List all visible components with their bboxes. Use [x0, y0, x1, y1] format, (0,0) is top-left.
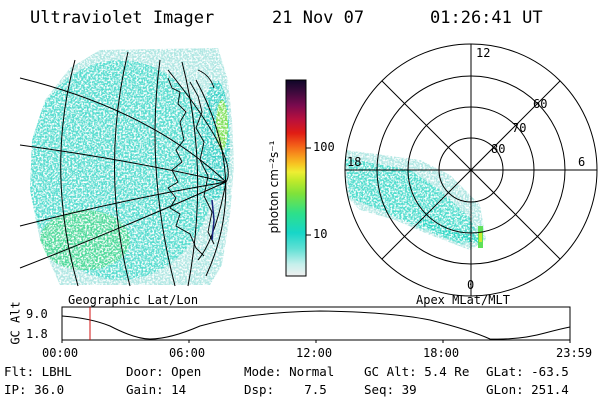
mlt-label-6: 6	[578, 155, 586, 169]
time-label: 01:26:41 UT	[430, 8, 543, 28]
mlt-label-12: 12	[476, 46, 491, 60]
altitude-curve	[61, 310, 571, 340]
longitude-line	[154, 59, 176, 287]
polar-aurora-image	[345, 150, 486, 250]
altitude-xtick-0600: 06:00	[169, 346, 206, 360]
latitude-line	[19, 144, 227, 183]
altitude-plot-frame	[61, 306, 571, 341]
latitude-line	[19, 181, 227, 269]
altitude-ytick-9: 9.0	[26, 307, 48, 321]
colorbar-tick-100: 100	[313, 140, 335, 154]
longitude-line	[181, 61, 199, 287]
longitude-line	[195, 79, 227, 277]
mlt-label-0: 0	[467, 278, 475, 292]
footprint-trace	[211, 199, 215, 241]
mlat-label-60: 60	[533, 97, 548, 111]
status-ip: IP: 36.0	[4, 382, 65, 397]
status-flt: Flt: LBHL	[4, 364, 72, 379]
colorbar-unit-label: photon cm⁻²s⁻¹	[267, 140, 281, 234]
left-aurora-image	[30, 48, 234, 285]
right-panel-caption: Apex MLat/MLT	[416, 293, 510, 307]
altitude-xtick-2359: 23:59	[556, 346, 593, 360]
status-seq: Seq: 39	[364, 382, 417, 397]
mlat-label-70: 70	[512, 121, 527, 135]
left-panel-caption: Geographic Lat/Lon	[68, 293, 199, 307]
altitude-xtick-1200: 12:00	[296, 346, 333, 360]
status-gc-alt: GC Alt: 5.4 Re	[364, 364, 470, 379]
terminator-line	[167, 69, 229, 261]
status-dsp: Dsp: 7.5	[244, 382, 327, 397]
latitude-line	[19, 77, 227, 183]
status-glon: GLon: 251.4	[486, 382, 569, 397]
status-gain: Gain: 14	[126, 382, 187, 397]
mlt-label-18: 18	[347, 155, 362, 169]
latitude-line	[19, 181, 227, 227]
status-glat: GLat: -63.5	[486, 364, 569, 379]
coastline	[167, 69, 215, 257]
mlat-circle	[344, 43, 598, 297]
altitude-xtick-1800: 18:00	[423, 346, 460, 360]
date-label: 21 Nov 07	[272, 8, 365, 28]
longitude-line	[114, 51, 131, 287]
instrument-title: Ultraviolet Imager	[30, 8, 215, 28]
altitude-ytick-1-8: 1.8	[26, 327, 48, 341]
mlat-label-80: 80	[491, 142, 506, 156]
colorbar-tick-10: 10	[313, 227, 328, 241]
status-door: Door: Open	[126, 364, 202, 379]
status-mode: Mode: Normal	[244, 364, 335, 379]
altitude-ylabel: GC Alt	[8, 301, 23, 345]
longitude-line	[60, 59, 79, 287]
altitude-xtick-0000: 00:00	[42, 346, 79, 360]
